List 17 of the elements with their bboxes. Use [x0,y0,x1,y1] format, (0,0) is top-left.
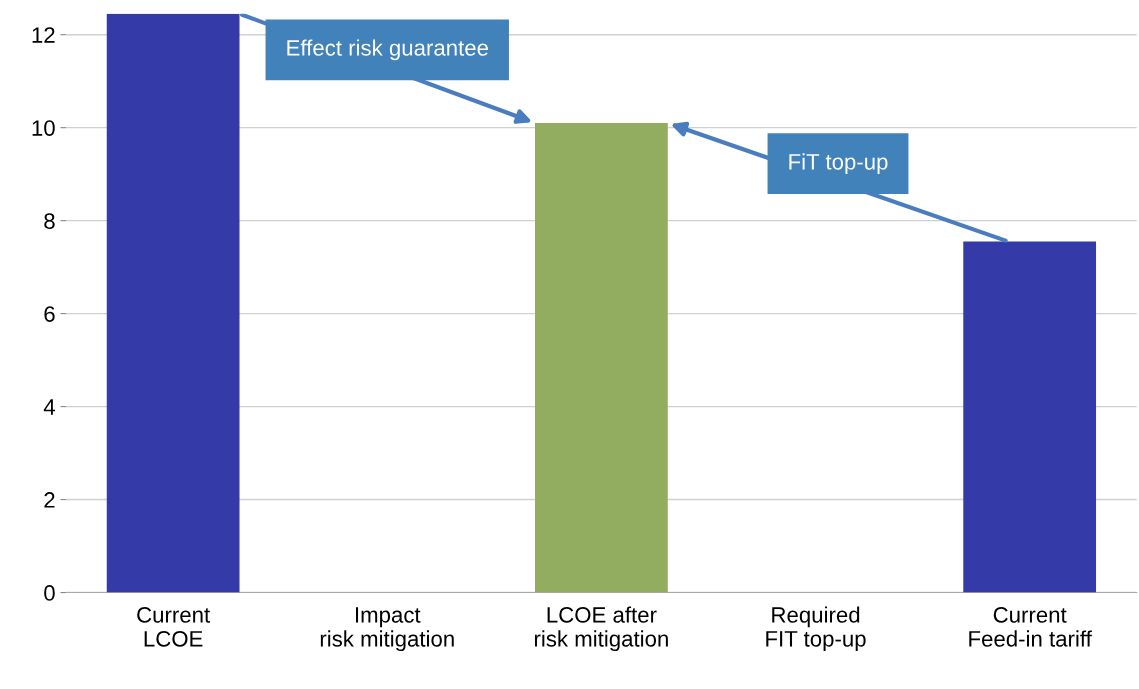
x-tick-label: Current LCOE [137,607,211,647]
x-tick-label: LCOE after risk mitigation [534,606,668,652]
y-tick-label: 6 [44,306,55,322]
y-tick-label: 10 [32,120,55,136]
annotation: FiT top-up [789,153,888,175]
y-tick-label: 8 [44,213,55,229]
x-tick-label: Impact risk mitigation [320,607,454,652]
y-tick-label: 2 [44,492,55,508]
y-tick-label: 12 [32,27,55,43]
annotation: Effect risk guarantee [287,39,488,61]
bar [106,13,240,593]
bar [535,123,668,593]
y-tick-label: 4 [43,399,55,415]
x-tick-label: Current Feed-in tariff [969,607,1092,647]
y-tick-label: 0 [44,585,55,601]
x-tick-label: Required FIT top-up [766,606,866,652]
bar [963,241,1097,593]
